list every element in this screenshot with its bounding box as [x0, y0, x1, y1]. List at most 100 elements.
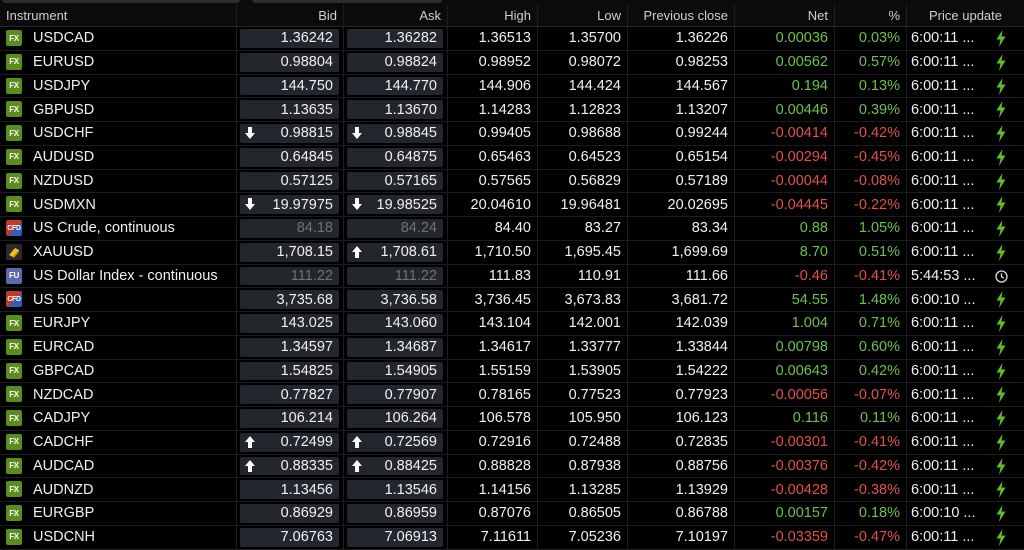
ask-price-cell[interactable]: 1.54905	[344, 359, 448, 383]
instrument-cell[interactable]: FX EURCAD	[0, 335, 237, 359]
instrument-cell[interactable]: FX GBPCAD	[0, 359, 237, 383]
bid-price-cell[interactable]: 0.98804	[237, 50, 344, 74]
table-row[interactable]: FU US Dollar Index - continuous 111.22 111.…	[0, 264, 1024, 289]
table-row[interactable]: FX EURJPY 143.025 143.060 143.104 142.001 142.…	[0, 312, 1024, 336]
instrument-cell[interactable]: FU US Dollar Index - continuous	[0, 264, 237, 288]
ask-price-cell[interactable]: 0.77907	[344, 383, 448, 406]
ask-price-cell[interactable]: 1.36282	[344, 27, 448, 50]
ask-price-cell[interactable]: 1.13546	[344, 478, 448, 501]
tab-left[interactable]	[2, 0, 240, 3]
instrument-cell[interactable]: CFD US Crude, continuous	[0, 217, 237, 240]
header-percent[interactable]: %	[835, 4, 907, 26]
ask-price-cell[interactable]: 0.88425	[344, 454, 448, 478]
instrument-cell[interactable]: FX AUDNZD	[0, 478, 237, 501]
table-row[interactable]: FX USDCHF 0.98815 0.98845 0.99405 0.98688 0.99…	[0, 122, 1024, 146]
instrument-cell[interactable]: FX EURJPY	[0, 312, 237, 335]
instrument-cell[interactable]: FX EURGBP	[0, 502, 237, 525]
ask-price-cell[interactable]: 0.98824	[344, 50, 448, 74]
ask-price-cell[interactable]: 106.264	[344, 407, 448, 430]
bid-price-cell[interactable]: 1.13456	[237, 478, 344, 501]
header-net[interactable]: Net	[735, 4, 835, 26]
bid-price-cell[interactable]: 3,735.68	[237, 288, 344, 311]
table-row[interactable]: FX USDJPY 144.750 144.770 144.906 144.424 144.…	[0, 74, 1024, 99]
ask-price-cell[interactable]: 0.72569	[344, 430, 448, 454]
bid-price-cell[interactable]: 1,708.15	[237, 240, 344, 264]
header-instrument[interactable]: Instrument	[0, 4, 237, 26]
ask-price-cell[interactable]: 144.770	[344, 74, 448, 98]
table-row[interactable]: XAUUSD 1,708.15 1,708.61 1,710.50 1,695.45 1,…	[0, 240, 1024, 265]
ask-price-cell[interactable]: 0.57165	[344, 169, 448, 193]
instrument-cell[interactable]: FX EURUSD	[0, 50, 237, 74]
table-row[interactable]: FX EURCAD 1.34597 1.34687 1.34617 1.33777 1.33…	[0, 335, 1024, 360]
bid-price-cell[interactable]: 1.54825	[237, 359, 344, 383]
ask-price-cell[interactable]: 7.06913	[344, 525, 448, 549]
bid-price-cell[interactable]: 1.36242	[237, 27, 344, 50]
bid-price-cell[interactable]: 19.97975	[237, 193, 344, 216]
bid-price-cell[interactable]: 0.98815	[237, 122, 344, 145]
bid-price-cell[interactable]: 0.64845	[237, 145, 344, 169]
bid-price-cell[interactable]: 7.06763	[237, 525, 344, 549]
header-bid[interactable]: Bid	[237, 4, 344, 26]
bid-price-cell[interactable]: 1.34597	[237, 335, 344, 359]
ask-price-cell[interactable]: 0.64875	[344, 145, 448, 169]
bid-price-cell[interactable]: 0.57125	[237, 169, 344, 193]
instrument-cell[interactable]: FX USDCAD	[0, 27, 237, 50]
instrument-cell[interactable]: FX AUDCAD	[0, 454, 237, 478]
price-update-cell: 6:00:11 ...	[907, 526, 1024, 549]
bid-price-cell[interactable]: 84.18	[237, 217, 344, 240]
instrument-cell[interactable]: FX CADCHF	[0, 430, 237, 454]
bid-price-cell[interactable]: 0.72499	[237, 430, 344, 454]
table-row[interactable]: FX USDCNH 7.06763 7.06913 7.11611 7.05236 7.10…	[0, 525, 1024, 550]
table-row[interactable]: FX EURUSD 0.98804 0.98824 0.98952 0.98072 0.98…	[0, 50, 1024, 75]
table-row[interactable]: FX NZDCAD 0.77827 0.77907 0.78165 0.77523 0.77…	[0, 383, 1024, 407]
table-row[interactable]: FX GBPCAD 1.54825 1.54905 1.55159 1.53905 1.54…	[0, 359, 1024, 384]
table-row[interactable]: FX GBPUSD 1.13635 1.13670 1.14283 1.12823 1.13…	[0, 98, 1024, 122]
ask-price-cell[interactable]: 0.98845	[344, 122, 448, 145]
table-row[interactable]: FX CADCHF 0.72499 0.72569 0.72916 0.72488 0.72…	[0, 430, 1024, 455]
instrument-cell[interactable]: FX AUDUSD	[0, 145, 237, 169]
table-row[interactable]: CFD US 500 3,735.68 3,736.58 3,736.45 3,673.8…	[0, 288, 1024, 312]
ask-price-cell[interactable]: 84.24	[344, 217, 448, 240]
bid-price-cell[interactable]: 143.025	[237, 312, 344, 335]
ask-price-cell[interactable]: 111.22	[344, 264, 448, 288]
instrument-cell[interactable]: FX USDJPY	[0, 74, 237, 98]
table-row[interactable]: CFD US Crude, continuous 84.18 84.24 84.40 83…	[0, 217, 1024, 241]
ask-price-cell[interactable]: 143.060	[344, 312, 448, 335]
instrument-cell[interactable]: FX CADJPY	[0, 407, 237, 430]
instrument-cell[interactable]: XAUUSD	[0, 240, 237, 264]
bid-price-cell[interactable]: 1.13635	[237, 98, 344, 121]
bid-price-cell[interactable]: 0.77827	[237, 383, 344, 406]
header-ask[interactable]: Ask	[344, 4, 448, 26]
table-row[interactable]: FX CADJPY 106.214 106.264 106.578 105.950 106.…	[0, 407, 1024, 431]
ask-price-cell[interactable]: 0.86959	[344, 502, 448, 525]
bid-price-cell[interactable]: 0.88335	[237, 454, 344, 478]
header-high[interactable]: High	[448, 4, 538, 26]
instrument-cell[interactable]: CFD US 500	[0, 288, 237, 311]
header-price-update[interactable]: Price update	[929, 7, 1002, 23]
bid-price-cell[interactable]: 144.750	[237, 74, 344, 98]
bid-price-cell[interactable]: 106.214	[237, 407, 344, 430]
table-row[interactable]: FX USDCAD 1.36242 1.36282 1.36513 1.35700 1.36…	[0, 27, 1024, 51]
table-row[interactable]: FX AUDUSD 0.64845 0.64875 0.65463 0.64523 0.65…	[0, 145, 1024, 170]
bid-price-cell[interactable]: 111.22	[237, 264, 344, 288]
instrument-cell[interactable]: FX USDMXN	[0, 193, 237, 216]
instrument-cell[interactable]: FX NZDUSD	[0, 169, 237, 193]
instrument-cell[interactable]: FX USDCNH	[0, 525, 237, 549]
instrument-cell[interactable]: FX NZDCAD	[0, 383, 237, 406]
ask-price-cell[interactable]: 1.13670	[344, 98, 448, 121]
table-row[interactable]: FX AUDNZD 1.13456 1.13546 1.14156 1.13285 1.13…	[0, 478, 1024, 502]
instrument-cell[interactable]: FX GBPUSD	[0, 98, 237, 121]
table-row[interactable]: FX EURGBP 0.86929 0.86959 0.87076 0.86505 0.86…	[0, 502, 1024, 526]
ask-price-cell[interactable]: 1.34687	[344, 335, 448, 359]
ask-price-cell[interactable]: 1,708.61	[344, 240, 448, 264]
ask-price-cell[interactable]: 19.98525	[344, 193, 448, 216]
table-row[interactable]: FX USDMXN 19.97975 19.98525 20.04610 19.96481…	[0, 193, 1024, 217]
header-previous-close[interactable]: Previous close	[628, 4, 735, 26]
bid-price-cell[interactable]: 0.86929	[237, 502, 344, 525]
instrument-cell[interactable]: FX USDCHF	[0, 122, 237, 145]
table-row[interactable]: FX NZDUSD 0.57125 0.57165 0.57565 0.56829 0.57…	[0, 169, 1024, 194]
ask-price-cell[interactable]: 3,736.58	[344, 288, 448, 311]
table-row[interactable]: FX AUDCAD 0.88335 0.88425 0.88828 0.87938 0.88…	[0, 454, 1024, 479]
tab-right[interactable]	[252, 0, 442, 3]
header-low[interactable]: Low	[538, 4, 628, 26]
